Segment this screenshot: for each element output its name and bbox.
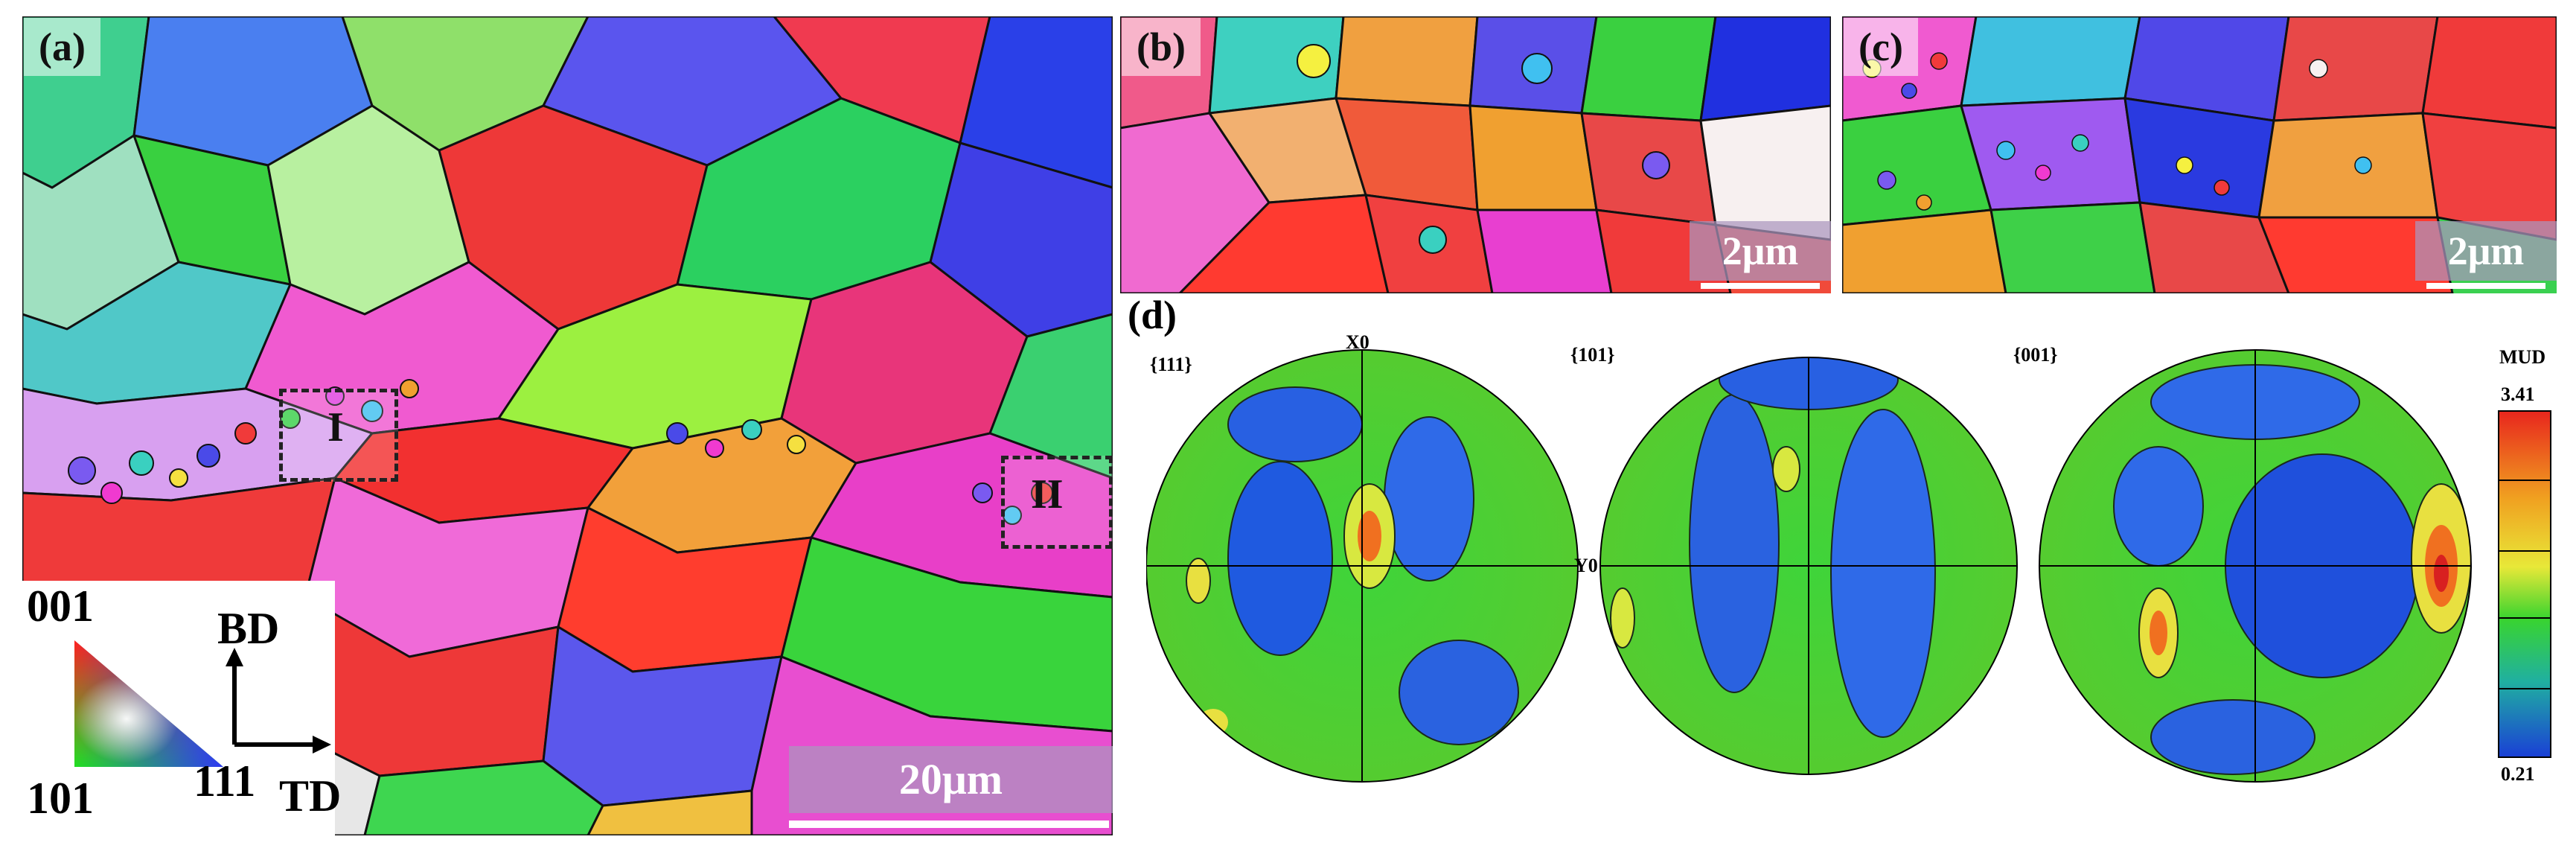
pole-figures — [1146, 349, 2472, 783]
ipf-triangle — [74, 640, 223, 767]
roi-box-2 — [1001, 456, 1113, 549]
pole-figure-111 — [1146, 349, 1579, 783]
pf-title-001: {001} — [2013, 344, 2058, 366]
axes-arrows-icon — [226, 648, 331, 754]
scale-bar-line-c — [2426, 283, 2545, 289]
axis-td-label: TD — [279, 771, 342, 821]
pole-figure-101 — [1599, 357, 2018, 775]
panel-label-b: (b) — [1122, 18, 1201, 76]
ebsd-map-c: (c) 2μm — [1842, 16, 2557, 293]
pf-title-101: {101} — [1570, 344, 1615, 366]
ipf-grain-map-c — [1842, 16, 2557, 293]
ipf-legend: 001 101 111 BD TD — [22, 581, 341, 835]
panel-label-c: (c) — [1844, 18, 1918, 76]
colorbar-title: MUD — [2499, 346, 2546, 368]
panel-label-a: (a) — [24, 18, 100, 76]
legend-001-label: 001 — [27, 582, 94, 631]
roi-box-1 — [279, 389, 398, 482]
scale-bar-box-c: 2μm — [2415, 221, 2557, 281]
scale-bar-box-b: 2μm — [1690, 221, 1831, 281]
axis-bd-label: BD — [217, 604, 280, 653]
pole-figure-001 — [2039, 349, 2472, 783]
legend-101-label: 101 — [27, 774, 94, 823]
scale-bar-box-a: 20μm — [789, 746, 1113, 813]
pf-y0-label: Y0 — [1574, 555, 1598, 576]
colorbar-max-label: 3.41 — [2501, 383, 2535, 405]
colorbar — [2498, 410, 2551, 758]
scale-bar-line-b — [1701, 283, 1820, 289]
roi-label-1: I — [327, 404, 344, 450]
pf-x0-label: X0 — [1346, 331, 1370, 353]
panel-label-d: (d) — [1128, 293, 1177, 337]
roi-label-2: II — [1031, 471, 1064, 517]
pf-title-111: {111} — [1150, 354, 1192, 375]
scale-bar-line-a — [789, 821, 1109, 828]
colorbar-min-label: 0.21 — [2501, 763, 2535, 785]
legend-111-label: 111 — [194, 756, 256, 806]
ebsd-map-b: (b) 2μm — [1120, 16, 1831, 293]
